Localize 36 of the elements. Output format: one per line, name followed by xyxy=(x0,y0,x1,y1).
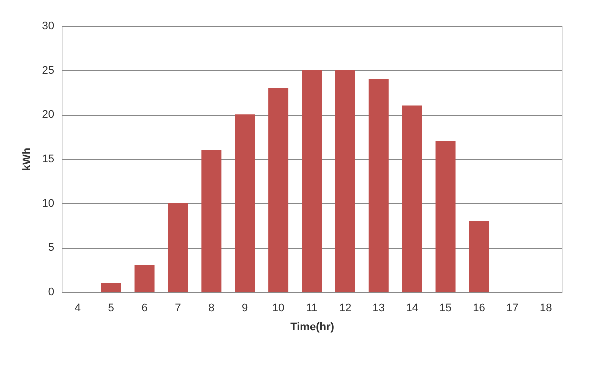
bar xyxy=(202,150,222,292)
bar xyxy=(101,283,122,292)
y-tick-label: 5 xyxy=(48,242,54,254)
bar xyxy=(335,70,356,292)
x-tick-label: 17 xyxy=(506,302,519,314)
y-tick-label: 20 xyxy=(42,109,54,122)
x-tick-label: 14 xyxy=(406,302,418,314)
y-tick-label: 25 xyxy=(42,64,54,77)
y-tick-label: 10 xyxy=(42,198,54,210)
x-tick-label: 10 xyxy=(272,302,285,314)
bar xyxy=(268,88,289,292)
bar xyxy=(134,265,155,292)
bar xyxy=(302,70,322,292)
y-tick-label: 0 xyxy=(48,286,54,298)
x-tick-label: 12 xyxy=(339,302,352,314)
bar xyxy=(235,114,256,292)
x-tick-label: 6 xyxy=(142,302,148,314)
x-tick-label: 7 xyxy=(175,302,182,314)
y-axis-title: kWh xyxy=(21,148,34,172)
bar xyxy=(368,79,389,292)
y-tick-label: 15 xyxy=(42,154,54,166)
x-tick-label: 5 xyxy=(108,302,114,314)
x-tick-label: 4 xyxy=(74,302,81,314)
bar xyxy=(469,221,490,292)
x-tick-label: 11 xyxy=(306,302,318,314)
x-tick-label: 8 xyxy=(208,302,215,314)
bar xyxy=(402,106,422,292)
bar xyxy=(436,141,456,292)
x-tick-label: 16 xyxy=(473,302,486,314)
x-tick-label: 15 xyxy=(440,302,452,314)
bar xyxy=(168,203,188,292)
x-tick-label: 18 xyxy=(540,302,552,314)
x-tick-label: 13 xyxy=(372,302,386,314)
x-axis-title: Time(hr) xyxy=(290,322,335,334)
x-tick-label: 9 xyxy=(242,302,248,314)
y-tick-label: 30 xyxy=(42,20,54,32)
